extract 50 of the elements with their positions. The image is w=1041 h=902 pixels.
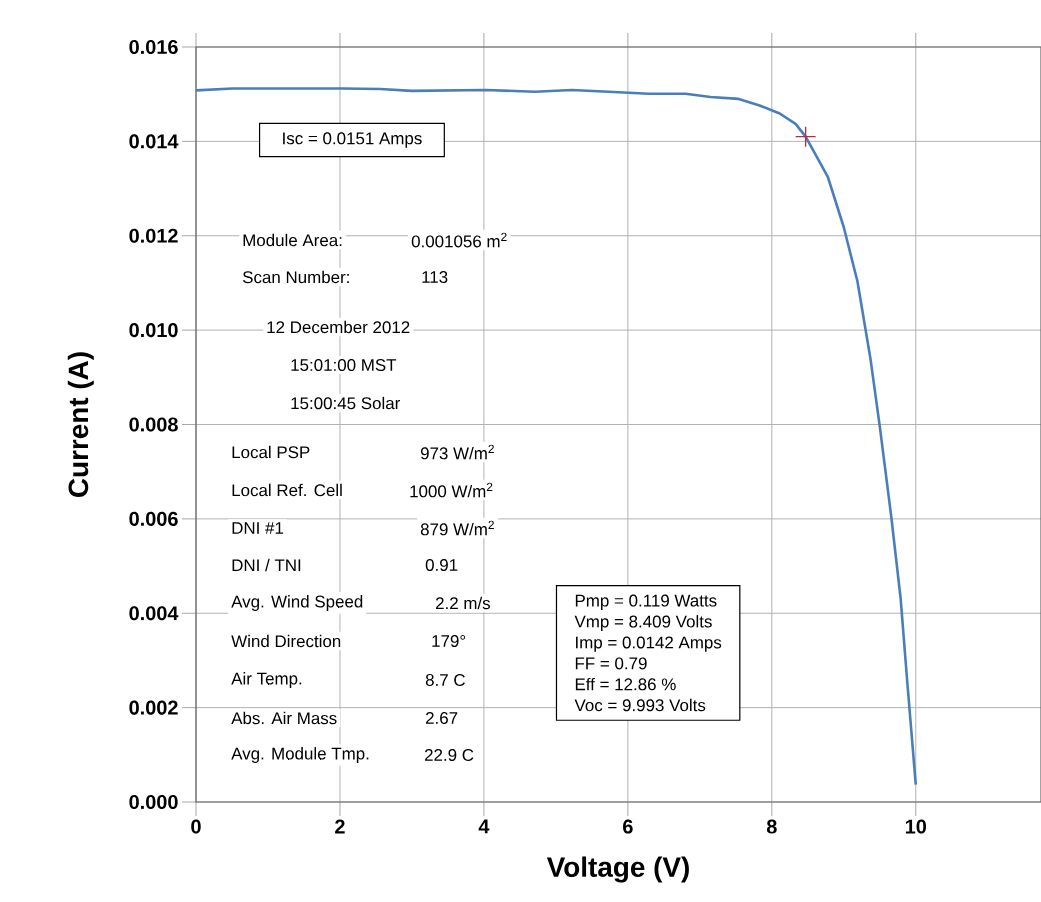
annotation: Vmp = 8.409 Volts — [574, 615, 712, 631]
annotation: Voc = 9.993 Volts — [574, 698, 706, 712]
annotation: Isc = 0.0151 Amps — [283, 132, 422, 148]
annotation: 179° — [432, 635, 466, 648]
annotation: Module Area: — [243, 233, 342, 247]
annotation: Scan Number: — [242, 270, 349, 284]
x-axis-title: Voltage (V) — [546, 856, 689, 883]
annotation: Pmp = 0.119 Watts — [575, 594, 717, 610]
annotation: Avg. Module Tmp. — [231, 747, 369, 763]
annotation: 0.91 — [425, 559, 458, 572]
annotation: 12 December 2012 — [267, 320, 410, 334]
line-series — [194, 87, 918, 786]
annotation: 2.2 m/s — [435, 596, 491, 610]
annotation: FF = 0.79 — [575, 657, 647, 670]
annotation: Avg. Wind Speed — [231, 595, 363, 611]
y-tick-label: 0.012 — [129, 228, 178, 243]
annotation: 1000 W/m$^{2}$ — [410, 482, 493, 498]
y-tick-label: 0.008 — [129, 417, 178, 432]
y-tick-label: 0.006 — [129, 511, 178, 526]
annotation: Eff = 12.86 % — [575, 677, 676, 691]
y-tick-label: 0.002 — [129, 700, 178, 715]
annotation: Air Temp. — [231, 672, 302, 688]
annotation: Imp = 0.0142 Amps — [576, 636, 722, 652]
y-tick-label: 0.014 — [129, 134, 179, 149]
annotation: 0.001056 m$^{2}$ — [411, 232, 507, 248]
annotation: DNI #1 — [232, 522, 284, 534]
annotation: DNI / TNI — [232, 558, 301, 572]
annotation: Abs. Air Mass — [231, 711, 337, 725]
x-tick-label: 10 — [905, 819, 927, 834]
annotation: 22.9 C — [424, 749, 474, 762]
annotation: 15:00:45 Solar — [291, 396, 401, 410]
annotation: 8.7 C — [425, 674, 465, 687]
annotation: 113 — [422, 271, 448, 284]
y-tick-label: 0.010 — [129, 323, 178, 338]
x-tick-label: 6 — [623, 819, 633, 834]
annotation: Wind Direction — [231, 634, 341, 648]
y-tick-label: 0.000 — [129, 794, 178, 810]
annotation: 15:01:00 MST — [291, 359, 397, 372]
x-tick-label: 4 — [478, 819, 490, 834]
x-tick-label: 2 — [335, 819, 345, 834]
y-axis-title: Current (A) — [67, 352, 94, 497]
y-tick-label: 0.016 — [129, 39, 178, 55]
y-tick-label: 0.004 — [129, 606, 179, 621]
annotation: 2.67 — [425, 712, 458, 725]
annotation: 879 W/m$^{2}$ — [420, 520, 494, 536]
x-tick-label: 0 — [191, 819, 201, 834]
annotation: Local PSP — [232, 445, 310, 459]
x-tick-label: 8 — [766, 819, 777, 834]
annotation: Local Ref. Cell — [232, 483, 342, 497]
annotation: 973 W/m$^{2}$ — [420, 444, 494, 460]
